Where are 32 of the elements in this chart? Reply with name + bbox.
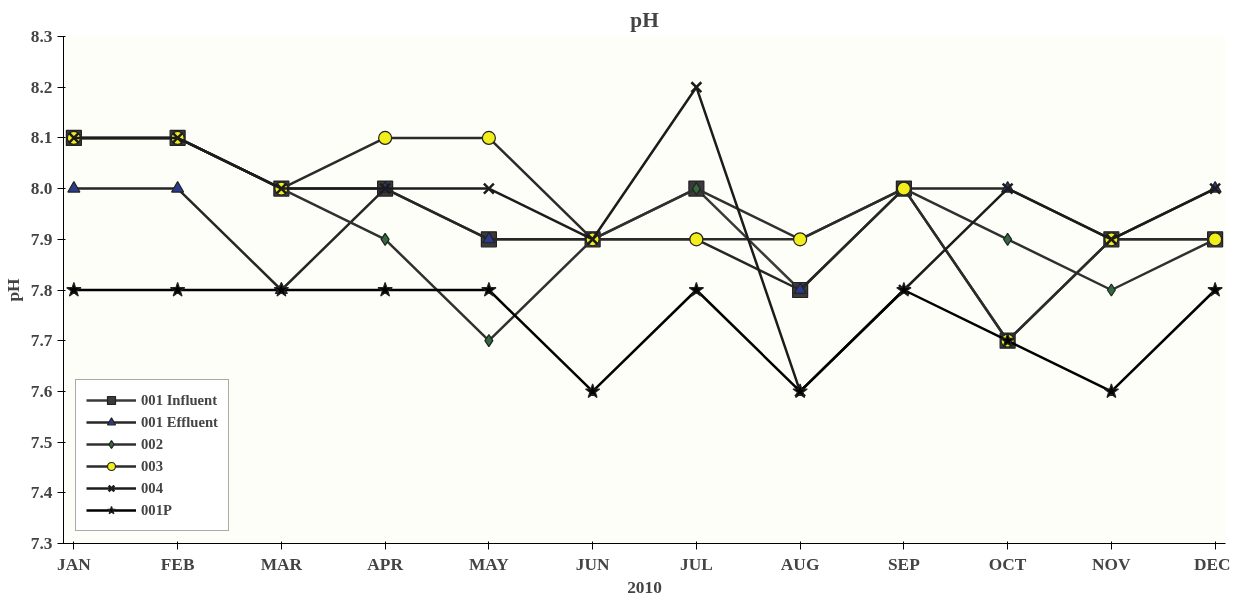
y-tick-label: 7.8	[30, 280, 53, 300]
x-tick-label: MAY	[468, 554, 510, 574]
x-axis-title: 2010	[627, 577, 662, 597]
legend-label: 002	[141, 435, 163, 453]
legend-label: 003	[141, 457, 163, 475]
y-tick-label: 8.3	[30, 27, 53, 46]
x-tick-label: OCT	[988, 554, 1027, 574]
x-tick-label: MAR	[260, 554, 303, 574]
x-tick-label: SEP	[887, 554, 921, 574]
y-tick-label: 7.6	[30, 381, 53, 401]
y-axis-title: pH	[3, 277, 23, 302]
y-tick-label: 8.2	[30, 77, 53, 97]
x-tick-label: JUL	[680, 554, 713, 574]
x-tick-label: JUN	[575, 554, 610, 574]
y-tick-label: 8.1	[30, 128, 53, 148]
y-tick-label: 8.0	[30, 179, 53, 199]
legend-label: 001P	[141, 501, 172, 519]
y-tick-label: 7.9	[30, 229, 53, 249]
x-tick-label: APR	[367, 554, 404, 574]
legend-label: 001 Influent	[141, 391, 218, 409]
chart-title: pH	[630, 7, 660, 32]
x-tick-label: JAN	[57, 554, 92, 574]
x-tick-label: NOV	[1092, 554, 1132, 574]
y-tick-label: 7.5	[30, 432, 53, 452]
y-tick-label: 7.3	[30, 534, 53, 553]
y-tick-label: 7.7	[30, 331, 53, 351]
x-tick-label: DEC	[1193, 554, 1231, 574]
y-tick-label: 7.4	[30, 483, 53, 503]
legend-label: 001 Effluent	[141, 413, 218, 431]
x-tick-label: FEB	[160, 554, 195, 574]
x-tick-label: AUG	[780, 554, 820, 574]
legend-label: 004	[141, 479, 163, 497]
